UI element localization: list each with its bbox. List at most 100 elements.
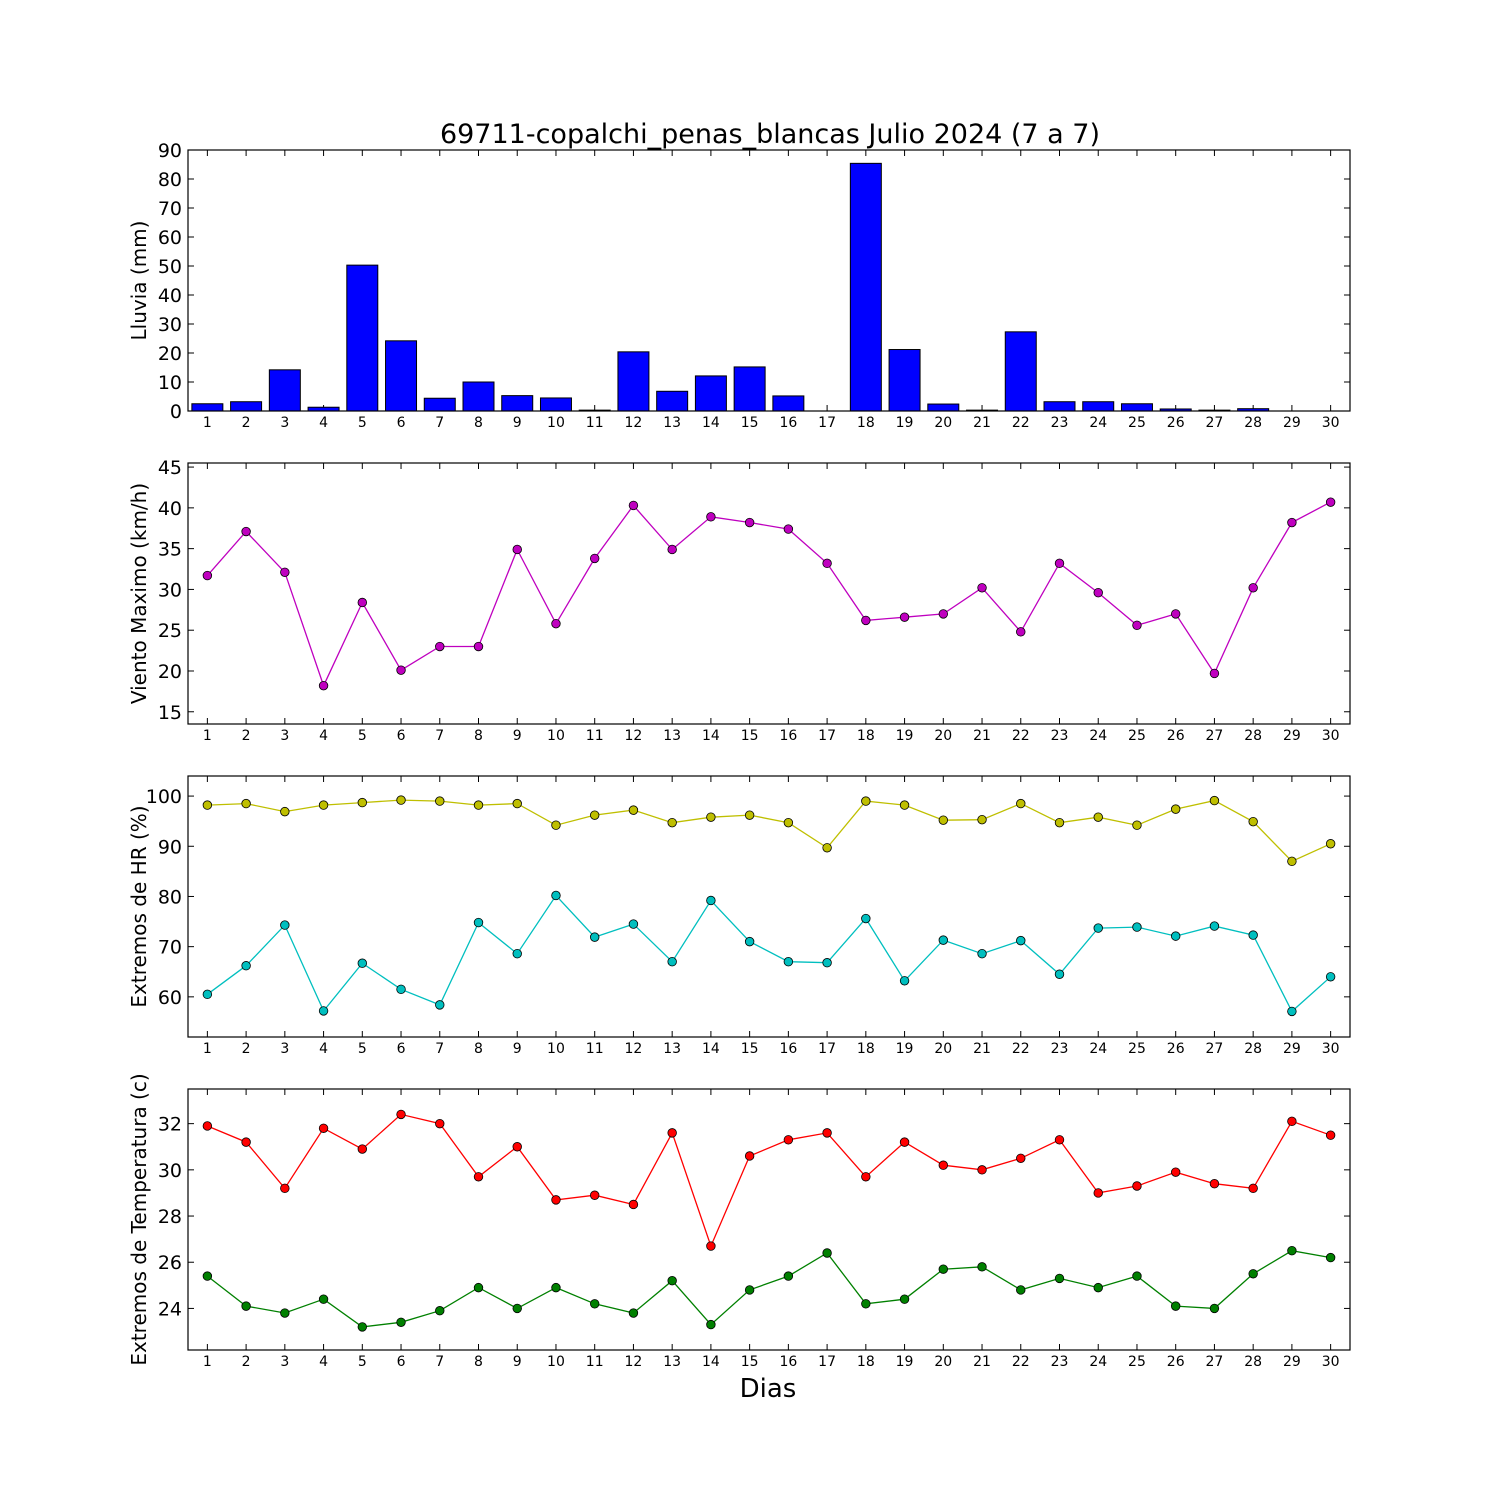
data-point — [628, 500, 639, 511]
data-point — [822, 558, 832, 569]
data-point — [899, 976, 910, 986]
data-point — [202, 800, 213, 810]
data-point — [744, 517, 755, 528]
data-point — [1132, 922, 1142, 932]
data-point — [280, 567, 290, 577]
bar — [501, 395, 534, 412]
data-point — [590, 932, 600, 942]
x-tick-label: 26 — [1167, 728, 1185, 744]
data-point — [512, 1142, 522, 1152]
data-point — [318, 1294, 329, 1304]
bar — [385, 340, 418, 412]
data-point — [473, 1282, 484, 1293]
x-tick-label: 14 — [702, 415, 720, 431]
x-tick-label: 12 — [625, 415, 643, 431]
data-point — [1054, 1273, 1065, 1284]
x-tick-label: 5 — [358, 415, 367, 431]
data-point — [318, 1006, 329, 1016]
x-tick-label: 9 — [513, 1354, 522, 1370]
y-tick-label: 40 — [158, 498, 182, 520]
x-tick-label: 2 — [242, 728, 251, 744]
bar — [346, 264, 379, 412]
data-point — [977, 814, 987, 825]
data-point — [551, 820, 561, 830]
data-point — [551, 890, 561, 901]
bar — [191, 403, 224, 412]
data-point — [744, 810, 755, 820]
data-point — [473, 800, 484, 810]
x-tick-label: 14 — [702, 728, 720, 744]
data-point — [706, 1241, 716, 1251]
x-tick-label: 1 — [203, 728, 212, 744]
plot-frame — [187, 149, 1351, 412]
x-tick-label: 12 — [625, 1354, 643, 1370]
x-tick-label: 11 — [586, 415, 604, 431]
data-point — [977, 1262, 987, 1272]
data-point — [706, 1319, 716, 1330]
x-tick-label: 19 — [896, 1354, 914, 1370]
data-point — [1325, 839, 1336, 849]
data-point — [822, 958, 832, 968]
data-point — [435, 796, 445, 806]
x-tick-label: 18 — [857, 415, 875, 431]
x-tick-label: 2 — [242, 1041, 251, 1057]
x-tick-label: 17 — [818, 1041, 836, 1057]
data-point — [1170, 609, 1181, 619]
x-tick-label: 4 — [319, 728, 328, 744]
y-axis-label: Extremos de Temperatura (c) — [127, 1073, 151, 1365]
x-tick-label: 1 — [203, 1041, 212, 1057]
data-point — [628, 1308, 639, 1318]
x-tick-label: 14 — [702, 1041, 720, 1057]
y-tick-label: 60 — [158, 227, 182, 249]
x-tick-label: 6 — [397, 1354, 406, 1370]
data-point — [783, 957, 794, 967]
y-axis-label: Extremos de HR (%) — [127, 805, 151, 1007]
x-tick-label: 22 — [1012, 415, 1030, 431]
y-tick-label: 80 — [158, 169, 182, 191]
series-line — [206, 501, 1331, 688]
data-point — [783, 817, 794, 828]
series-line — [207, 1250, 1331, 1328]
y-tick-label: 15 — [158, 702, 182, 724]
bar — [888, 349, 921, 412]
data-point — [241, 1301, 251, 1311]
x-tick-label: 6 — [397, 728, 406, 744]
data-point — [899, 612, 910, 622]
x-tick-label: 28 — [1244, 728, 1262, 744]
data-point — [628, 1199, 639, 1210]
data-point — [1016, 935, 1026, 946]
data-point — [977, 1165, 987, 1175]
data-point — [977, 948, 987, 959]
x-tick-label: 18 — [857, 728, 875, 744]
x-tick-label: 11 — [586, 728, 604, 744]
data-point — [1016, 1153, 1026, 1163]
x-tick-label: 24 — [1089, 728, 1107, 744]
bar — [733, 366, 766, 412]
data-point — [396, 1317, 406, 1327]
data-point — [822, 1248, 832, 1258]
x-tick-label: 13 — [663, 728, 681, 744]
x-tick-label: 8 — [474, 728, 483, 744]
data-point — [1248, 1183, 1258, 1194]
data-point — [938, 609, 949, 619]
x-tick-label: 15 — [741, 1041, 759, 1057]
data-point — [1016, 798, 1026, 809]
y-tick-label: 90 — [158, 836, 182, 858]
data-point — [280, 806, 290, 817]
x-tick-label: 17 — [818, 415, 836, 431]
x-tick-label: 3 — [280, 415, 289, 431]
x-tick-label: 30 — [1322, 728, 1340, 744]
data-point — [318, 680, 329, 691]
bar — [927, 403, 960, 412]
bar — [423, 397, 456, 412]
x-tick-label: 2 — [242, 1354, 251, 1370]
x-tick-label: 12 — [625, 728, 643, 744]
data-point — [1209, 668, 1220, 679]
data-point — [783, 1135, 794, 1145]
data-point — [473, 917, 484, 928]
data-point — [396, 795, 406, 805]
x-tick-label: 26 — [1167, 415, 1185, 431]
data-point — [822, 843, 832, 853]
x-tick-label: 6 — [397, 415, 406, 431]
